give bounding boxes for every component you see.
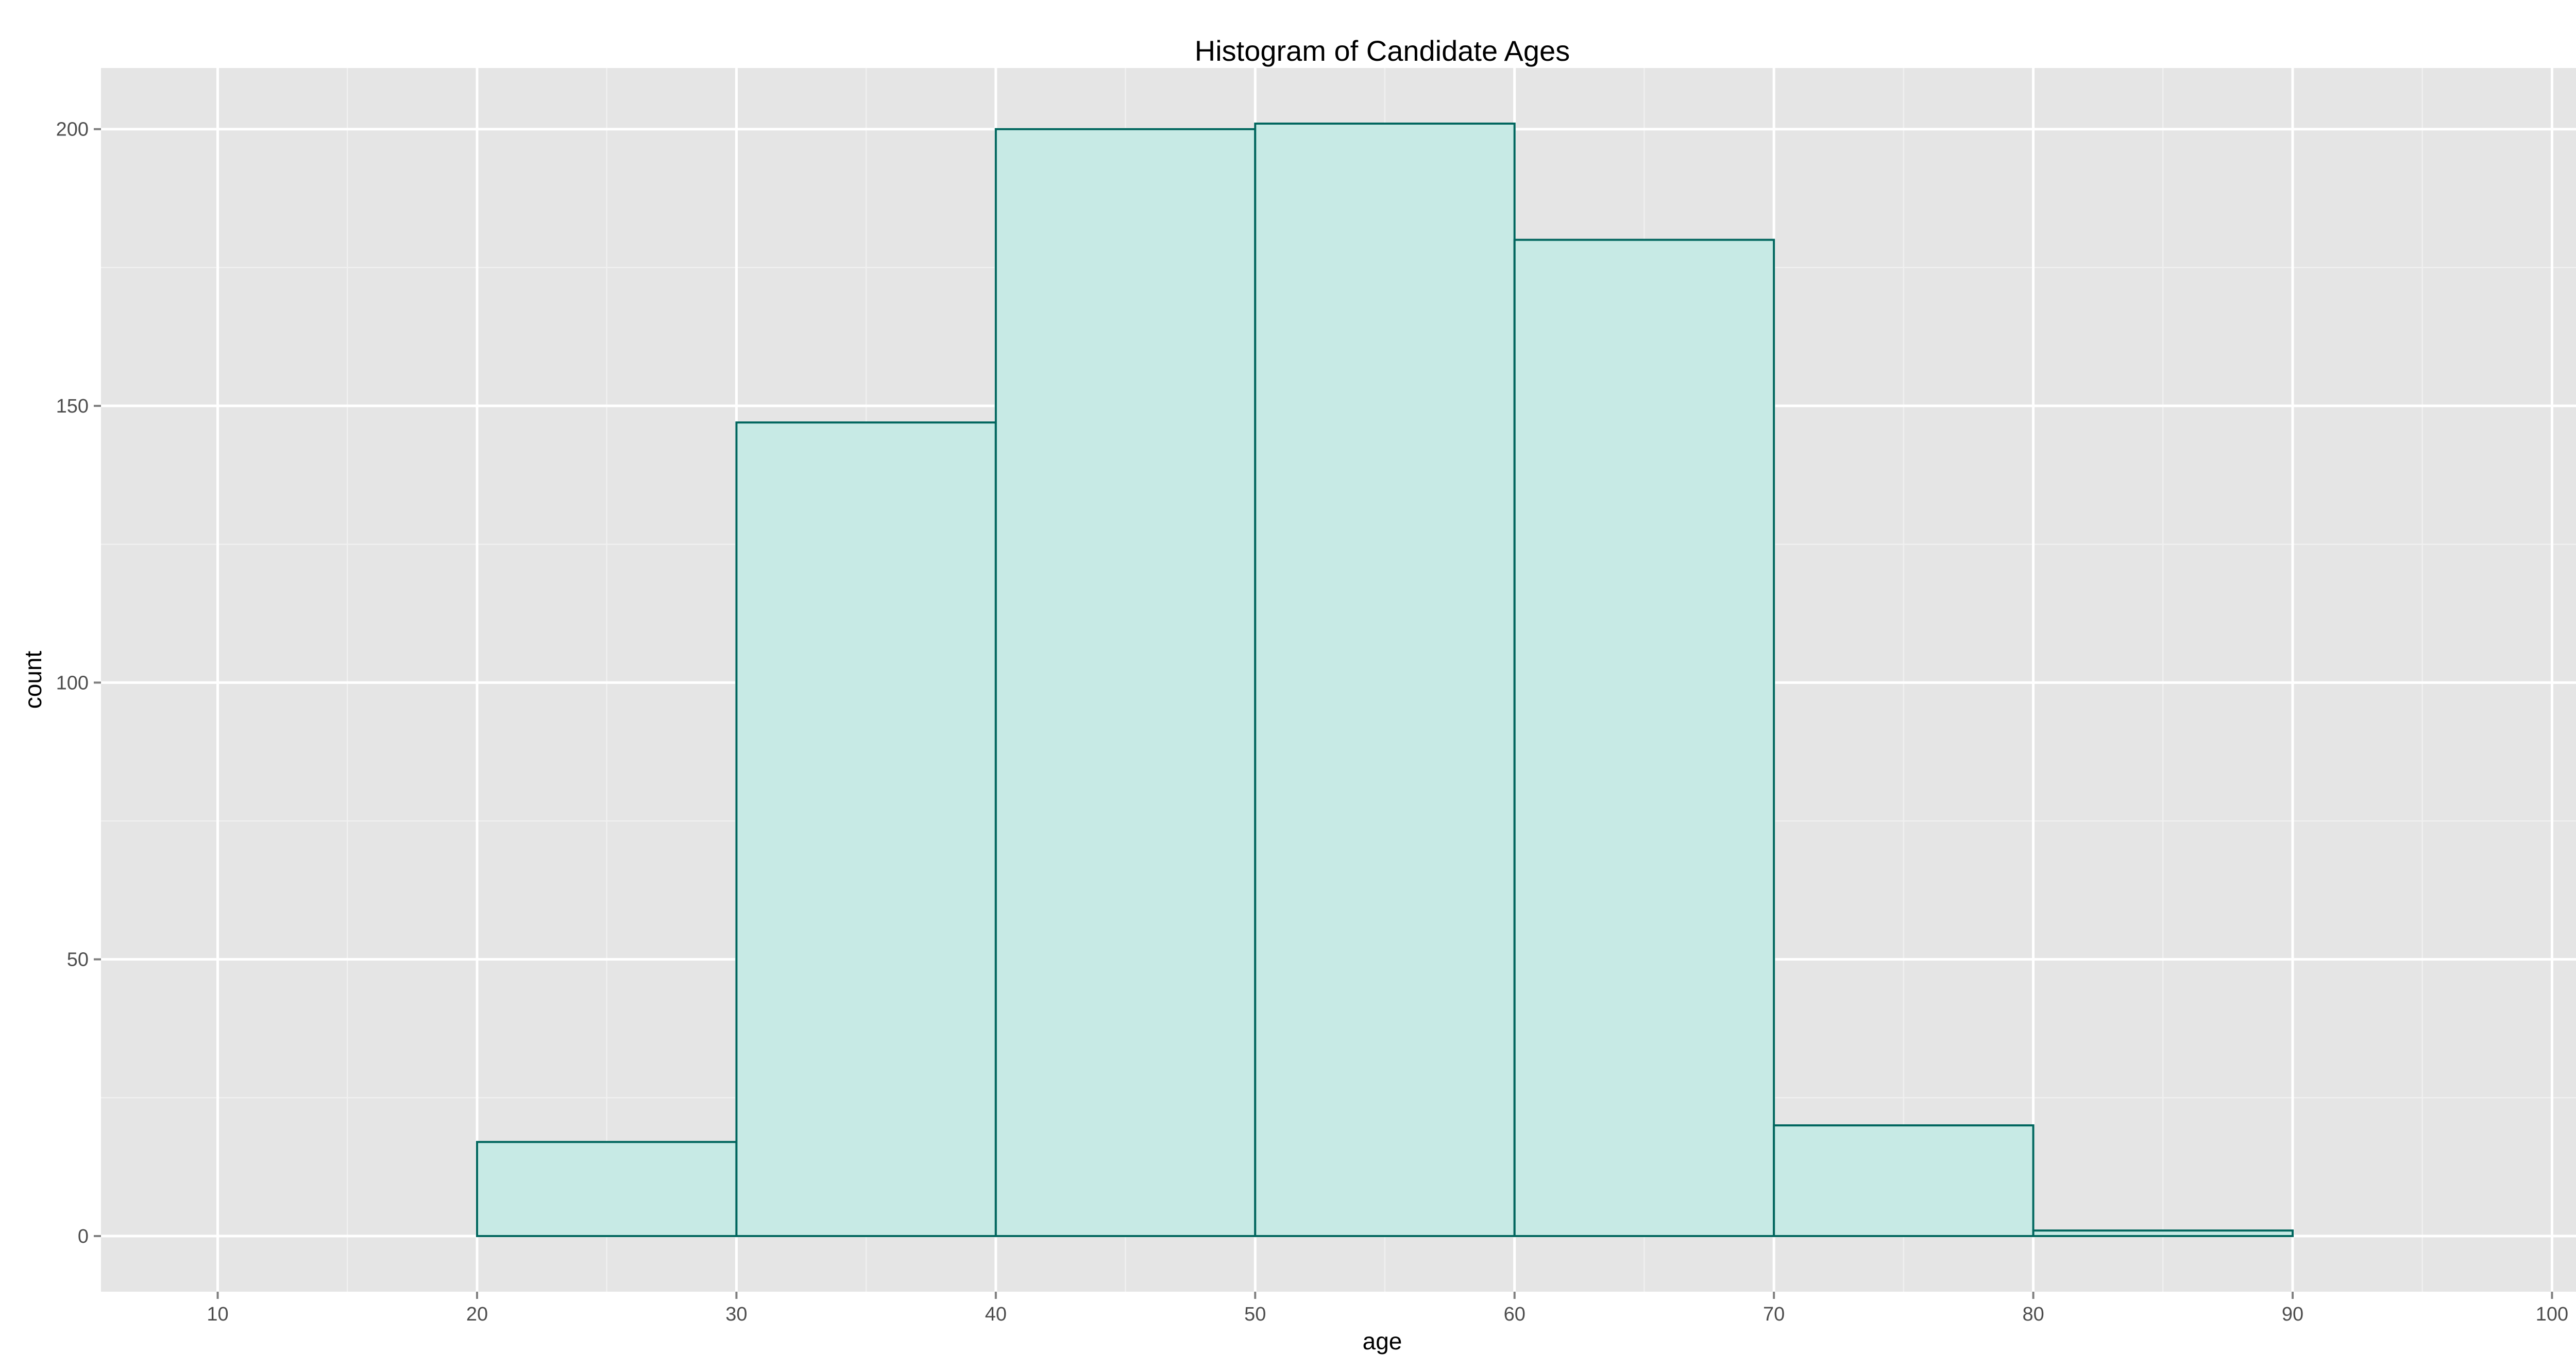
x-tick-label: 40	[985, 1304, 1007, 1325]
x-axis-title: age	[1363, 1328, 1402, 1355]
histogram-bar	[735, 421, 997, 1238]
histogram-bar	[994, 128, 1257, 1237]
y-axis: 0 50 100 150 200	[56, 119, 101, 1247]
histogram-bars	[476, 123, 2294, 1238]
x-tick-label: 80	[2022, 1304, 2044, 1325]
x-tick-label: 30	[725, 1304, 747, 1325]
histogram-bar	[1773, 1124, 2035, 1238]
y-tick-label: 200	[56, 119, 89, 141]
x-tick-label: 20	[466, 1304, 488, 1325]
histogram-bar	[476, 1141, 738, 1238]
y-tick-label: 50	[67, 949, 89, 971]
chart-title: Histogram of Candidate Ages	[1195, 35, 1570, 67]
x-tick-label: 100	[2536, 1304, 2568, 1325]
histogram-bar	[2032, 1229, 2294, 1237]
x-tick-label: 70	[1763, 1304, 1785, 1325]
x-tick-label: 60	[1504, 1304, 1526, 1325]
x-tick-label: 10	[207, 1304, 228, 1325]
x-tick-label: 90	[2282, 1304, 2303, 1325]
y-tick-label: 0	[78, 1226, 89, 1247]
y-tick-label: 100	[56, 672, 89, 694]
histogram-bar	[1513, 238, 1775, 1237]
x-axis: 10 20 30 40 50 60 70 80 90 100	[207, 1292, 2568, 1325]
y-axis-title: count	[20, 651, 46, 709]
x-tick-label: 50	[1244, 1304, 1266, 1325]
histogram-bar	[1254, 123, 1516, 1237]
y-tick-label: 150	[56, 396, 89, 417]
